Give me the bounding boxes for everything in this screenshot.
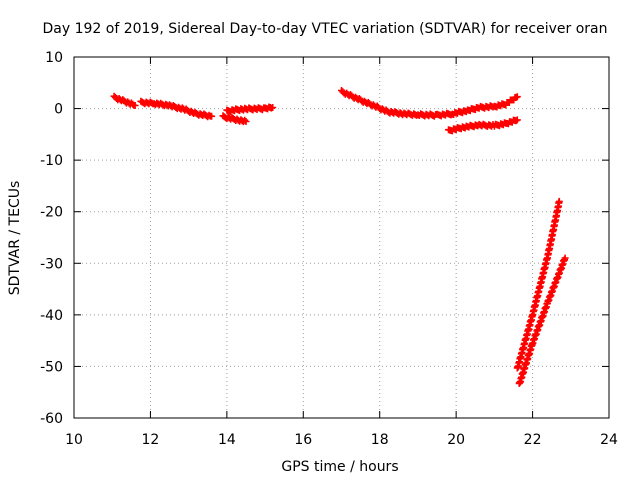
x-tick-label: 18 <box>371 432 389 448</box>
x-tick-label: 16 <box>294 432 312 448</box>
data-point <box>561 254 569 262</box>
y-tick-label: -60 <box>40 411 63 427</box>
y-tick-label: -30 <box>40 256 63 272</box>
y-axis-label: SDTVAR / TECUs <box>7 181 23 296</box>
x-tick-label: 24 <box>600 432 618 448</box>
y-tick-label: -20 <box>40 205 63 221</box>
series-arc-c <box>219 112 250 126</box>
data-points <box>110 87 569 387</box>
x-axis-label: GPS time / hours <box>281 459 398 475</box>
series-arc-e <box>338 87 521 120</box>
plot-frame <box>73 56 610 419</box>
series-arc-d <box>223 103 277 116</box>
data-point <box>555 197 563 205</box>
x-tick-label: 12 <box>142 432 160 448</box>
x-tick-label: 22 <box>524 432 542 448</box>
series-arc-f <box>445 116 521 135</box>
data-point <box>269 104 277 111</box>
x-tick-label: 20 <box>447 432 465 448</box>
y-tick-label: 10 <box>45 50 63 66</box>
y-tick-label: 0 <box>54 102 63 118</box>
chart-title: Day 192 of 2019, Sidereal Day-to-day VTE… <box>43 21 608 37</box>
axis-ticks: 10 12 14 16 18 20 22 24 10 0 -10 -20 -30 -40 -50 -60 <box>40 50 618 448</box>
data-point <box>242 118 250 125</box>
series-arc-h <box>515 254 569 387</box>
data-point <box>241 116 249 124</box>
y-tick-label: -50 <box>40 359 63 375</box>
y-tick-label: -40 <box>40 308 63 324</box>
y-tick-label: -10 <box>40 153 63 169</box>
data-point <box>513 93 521 101</box>
x-tick-label: 14 <box>218 432 236 448</box>
series-arc-b <box>137 97 216 121</box>
series-arc-a <box>110 92 139 109</box>
data-point <box>208 112 216 120</box>
data-point <box>513 116 521 124</box>
series-arc-g <box>513 197 563 372</box>
data-point <box>131 102 139 109</box>
x-tick-label: 10 <box>65 432 83 448</box>
